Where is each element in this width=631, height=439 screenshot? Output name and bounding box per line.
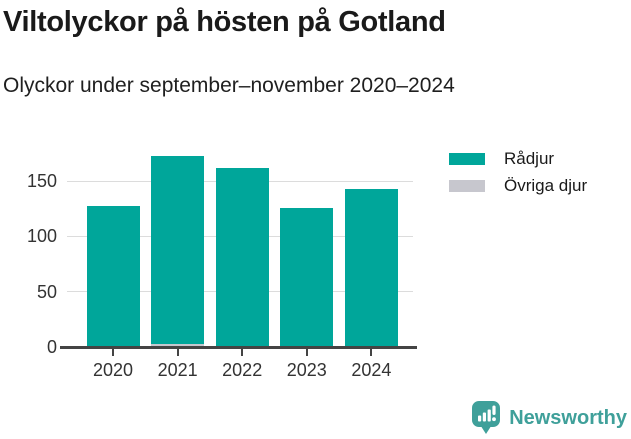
x-axis-tick [176,349,179,356]
bar-chart-plot: 0 50 100 150 2020 2021 2022 2023 2024 [27,140,413,380]
x-tick-label: 2021 [157,360,198,380]
legend-swatch-radjur [449,152,485,165]
legend-swatch-ovriga-djur [449,179,485,192]
y-tick-label: 0 [46,337,57,357]
bar-2023 [280,207,334,347]
x-tick-label: 2022 [222,360,263,380]
bar-2022 [215,167,269,347]
page-title: Viltolyckor på hösten på Gotland [3,6,446,38]
x-axis-tick [241,349,244,356]
bar-segment [344,188,398,346]
bar-chart-speech-bubble-icon [472,401,501,434]
bar-segment [280,207,334,346]
x-axis-tick [370,349,373,356]
bar-segment [151,343,205,347]
bar-2021 [151,155,205,347]
x-tick-label: 2023 [286,360,327,380]
legend-item-radjur: Rådjur [449,145,587,172]
bar-segment [151,155,205,344]
legend-item-ovriga-djur: Övriga djur [449,172,587,199]
legend-label-radjur: Rådjur [504,148,555,168]
y-tick-label: 100 [26,226,57,247]
x-axis-tick [305,349,308,356]
x-tick-label: 2020 [92,360,134,380]
x-tick-label: 2024 [351,360,392,380]
bar-segment [215,167,269,346]
bar-2024 [344,188,398,347]
legend-label-ovriga-djur: Övriga djur [504,175,588,195]
page-subtitle: Olyckor under september–november 2020–20… [3,74,455,97]
x-axis-tick [112,349,114,356]
y-tick-label: 50 [36,281,57,302]
x-axis-line [60,345,417,349]
newsworthy-link[interactable]: Newsworthy [472,401,627,435]
bar-segment [86,206,140,346]
bar-2020 [86,206,140,347]
y-tick-label: 150 [26,171,57,191]
brand-name: Newsworthy [509,406,627,429]
chart-legend: Rådjur Övriga djur [449,145,587,199]
